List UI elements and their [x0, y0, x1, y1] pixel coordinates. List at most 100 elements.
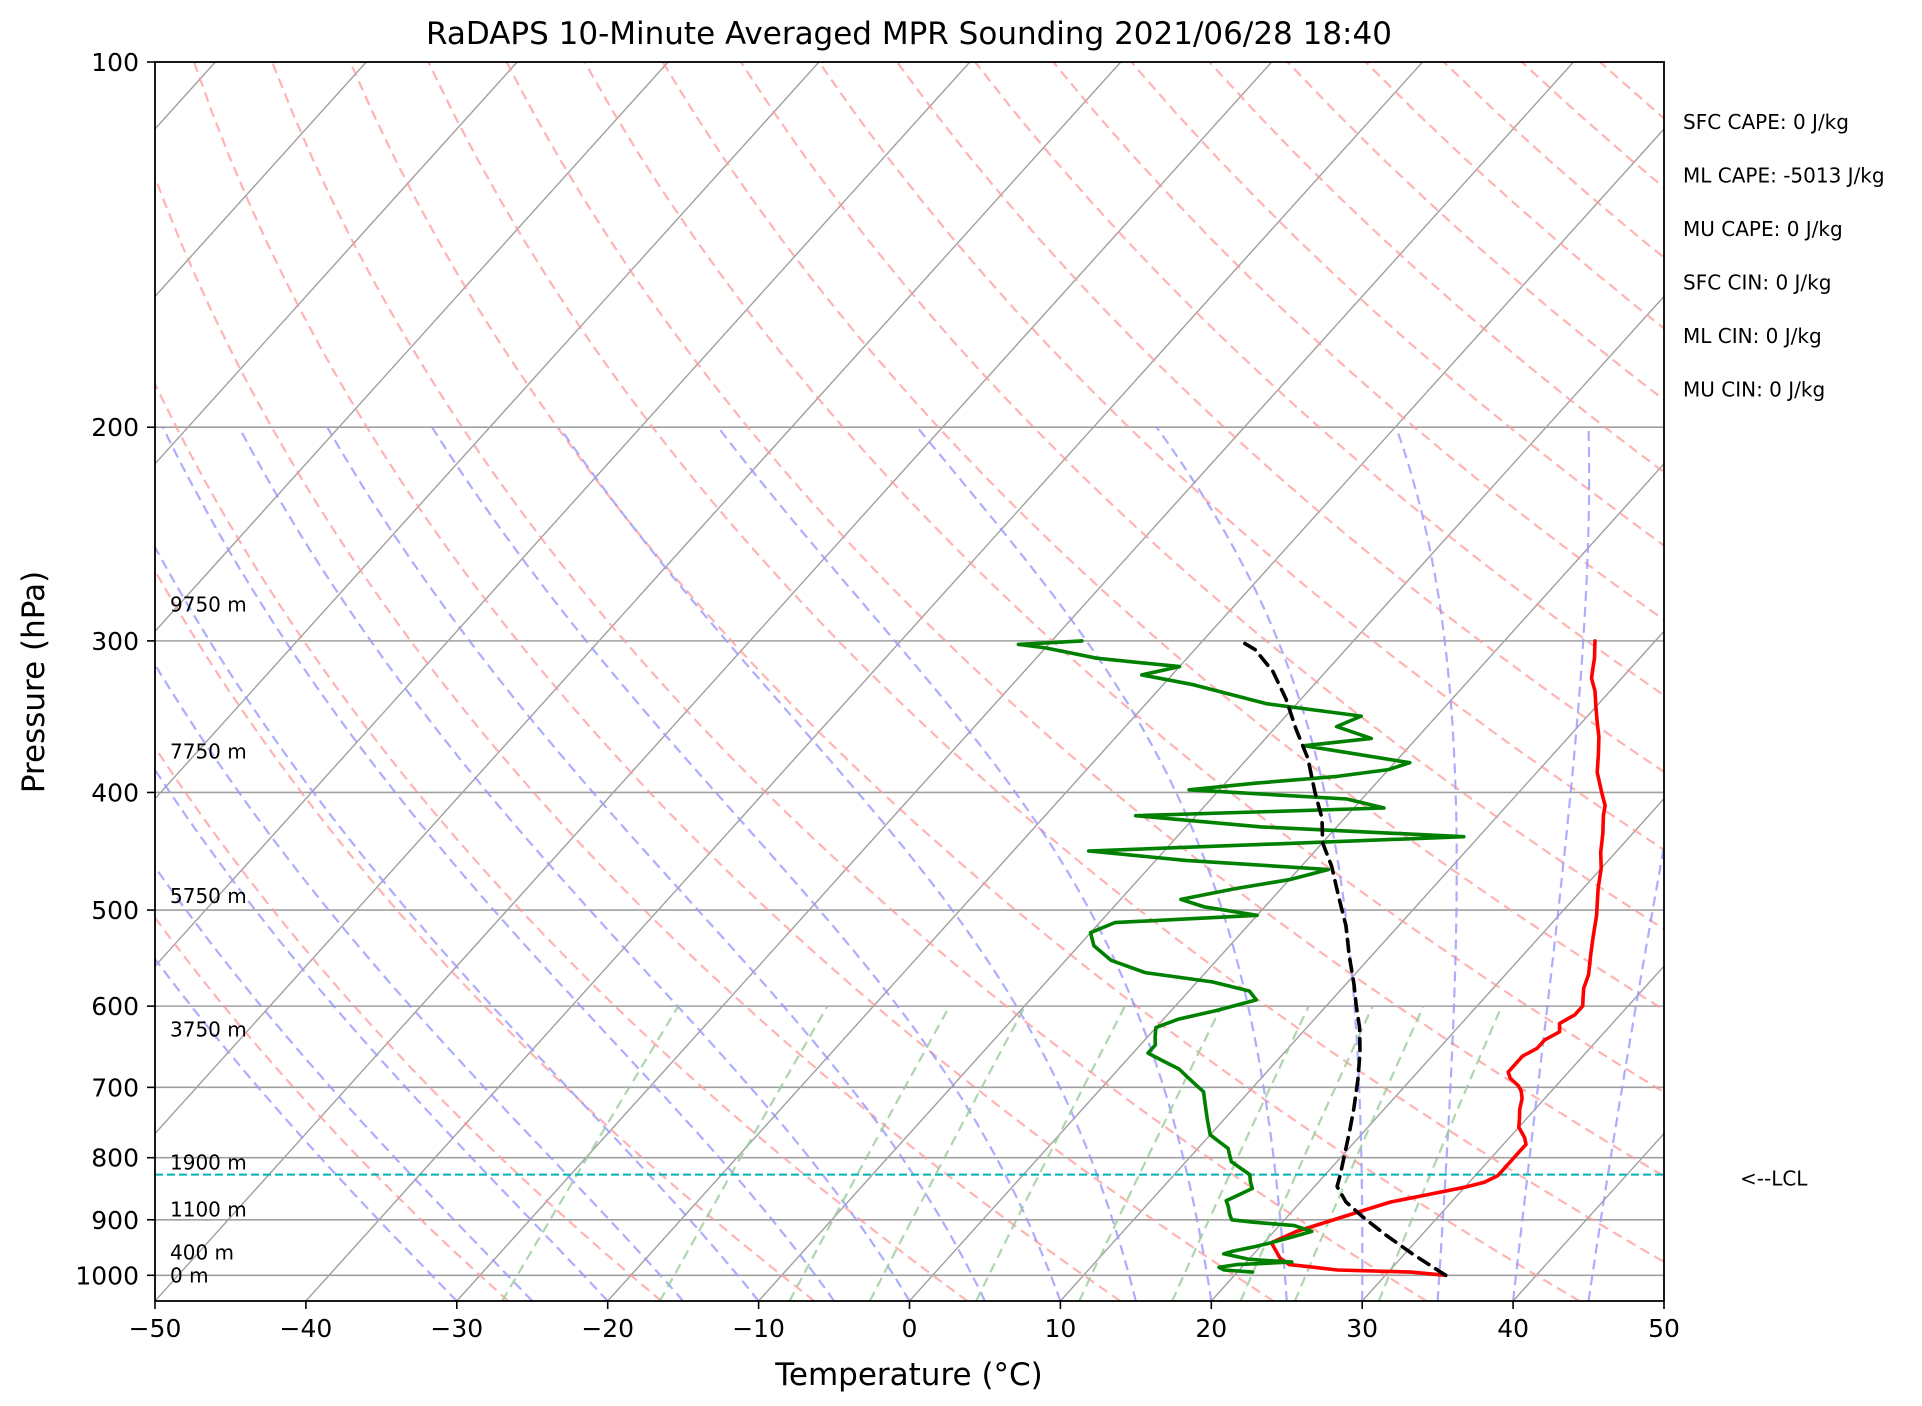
- y-tick-label: 700: [91, 1073, 139, 1102]
- isotherm-line: [908, 462, 1664, 1301]
- annotations: 9750 m 7750 m 5750 m 3750 m 1900 m 1100 m 400 …: [170, 110, 1885, 1287]
- moist-adiabat-line: [155, 544, 760, 1301]
- dry-adiabat-line: [349, 62, 1581, 1301]
- y-tick-label: 400: [91, 778, 139, 807]
- x-axis-label: Temperature (°C): [774, 1357, 1043, 1393]
- x-tick-label: −10: [732, 1314, 785, 1343]
- moist-adiabat-line: [717, 426, 1213, 1301]
- x-tick-label: 0: [902, 1314, 918, 1343]
- isotherm-line: [1512, 1132, 1664, 1301]
- dry-adiabat-line: [896, 62, 1664, 774]
- isotherm-line: [1663, 1299, 1664, 1301]
- isotherm-line: [155, 62, 518, 465]
- parcel-line: [1238, 639, 1448, 1278]
- mixing-ratio-line: [1078, 1005, 1223, 1301]
- dry-adiabat-line: [155, 915, 510, 1301]
- dry-adiabat-line: [427, 62, 1664, 1264]
- background-grid: [155, 62, 1922, 1301]
- isotherm-line: [1361, 965, 1664, 1301]
- y-tick-label: 800: [91, 1144, 139, 1173]
- y-tick-label: 300: [91, 627, 139, 656]
- x-tick-label: 40: [1497, 1314, 1529, 1343]
- lcl-label: <--LCL: [1740, 1167, 1808, 1191]
- mixing-ratio-line: [975, 1005, 1126, 1301]
- altitude-label: 1100 m: [170, 1198, 247, 1222]
- y-tick-label: 1000: [75, 1261, 139, 1290]
- mixing-ratio-line: [1171, 1005, 1310, 1301]
- dry-adiabat-line: [661, 62, 1664, 1012]
- moist-adiabat-line: [1395, 426, 1458, 1301]
- altitude-label: 3750 m: [170, 1017, 247, 1041]
- mixing-ratio-line: [788, 1005, 951, 1301]
- dry-adiabat-line: [1599, 62, 1664, 120]
- dry-adiabat-line: [974, 62, 1664, 697]
- axes: −50 −40 −30 −20 −10 0 10 20 30 40 50 100 200 300 400 50…: [75, 48, 1680, 1343]
- x-tick-label: 30: [1346, 1314, 1378, 1343]
- x-tick-label: 10: [1044, 1314, 1076, 1343]
- isotherm-line: [1815, 62, 1922, 1301]
- isotherm-line: [305, 62, 1424, 1301]
- moist-adiabat-line: [558, 426, 1137, 1301]
- altitude-label: 0 m: [170, 1263, 209, 1287]
- dewpoint-line: [1016, 639, 1466, 1274]
- plot-frame: [154, 61, 1665, 1302]
- x-tick-label: 20: [1195, 1314, 1227, 1343]
- altitude-label: 9750 m: [170, 593, 247, 617]
- moist-adiabat-line: [161, 426, 835, 1301]
- isotherm-line: [155, 62, 367, 298]
- stability-index: SFC CIN: 0 J/kg: [1683, 271, 1831, 295]
- isotherm-line: [607, 127, 1664, 1301]
- temperature-line: [1269, 639, 1607, 1278]
- y-tick-label: 100: [91, 48, 139, 77]
- dry-adiabat-line: [818, 62, 1664, 852]
- y-tick-label: 200: [91, 413, 139, 442]
- moist-adiabat-line: [1512, 427, 1591, 1301]
- isotherm-line: [155, 62, 1273, 1301]
- dry-adiabat-line: [155, 745, 663, 1301]
- altitude-label: 1900 m: [170, 1150, 247, 1174]
- x-tick-label: 50: [1648, 1314, 1680, 1343]
- moist-adiabat-line: [916, 426, 1288, 1301]
- dry-adiabat-line: [739, 62, 1664, 931]
- sounding-series: [155, 639, 1664, 1278]
- stability-index: ML CAPE: -5013 J/kg: [1683, 164, 1885, 188]
- moist-adiabat-line: [155, 662, 684, 1301]
- x-tick-label: −50: [129, 1314, 182, 1343]
- x-tick-label: −30: [430, 1314, 483, 1343]
- stability-index: MU CAPE: 0 J/kg: [1683, 217, 1843, 241]
- isotherm-line: [456, 62, 1574, 1301]
- dry-adiabat-line: [1442, 62, 1664, 259]
- moist-adiabat-line: [155, 865, 534, 1301]
- dry-adiabat-line: [583, 62, 1664, 1094]
- altitude-label: 7750 m: [170, 739, 247, 763]
- isotherm-line: [1059, 630, 1664, 1301]
- dry-adiabat-line: [155, 381, 969, 1301]
- isotherm-line: [1210, 797, 1664, 1301]
- y-tick-label: 500: [91, 896, 139, 925]
- x-tick-label: −20: [581, 1314, 634, 1343]
- stability-index: MU CIN: 0 J/kg: [1683, 378, 1825, 402]
- stability-index: SFC CAPE: 0 J/kg: [1683, 110, 1849, 134]
- dry-adiabat-line: [1130, 62, 1664, 547]
- dry-adiabat-line: [1286, 62, 1664, 402]
- x-tick-label: −40: [280, 1314, 333, 1343]
- y-axis-label: Pressure (hPa): [16, 571, 52, 793]
- stability-index: ML CIN: 0 J/kg: [1683, 324, 1822, 348]
- isotherm-line: [155, 62, 1122, 1135]
- dry-adiabat-line: [155, 568, 816, 1301]
- moist-adiabat-line: [326, 426, 986, 1301]
- y-tick-label: 900: [91, 1206, 139, 1235]
- dry-adiabat-line: [1521, 62, 1664, 189]
- moist-adiabat-line: [238, 426, 911, 1301]
- dry-adiabat-line: [155, 174, 1122, 1301]
- chart-title: RaDAPS 10-Minute Averaged MPR Sounding 2…: [426, 16, 1392, 52]
- mixing-ratio-line: [868, 1005, 1027, 1301]
- y-tick-label: 600: [91, 992, 139, 1021]
- isotherm-line: [155, 62, 820, 800]
- moist-adiabat-line: [431, 426, 1062, 1301]
- altitude-label: 5750 m: [170, 884, 247, 908]
- moist-adiabat-line: [155, 767, 609, 1301]
- dry-adiabat-line: [271, 62, 1428, 1301]
- moist-adiabat-line: [1587, 839, 1664, 1301]
